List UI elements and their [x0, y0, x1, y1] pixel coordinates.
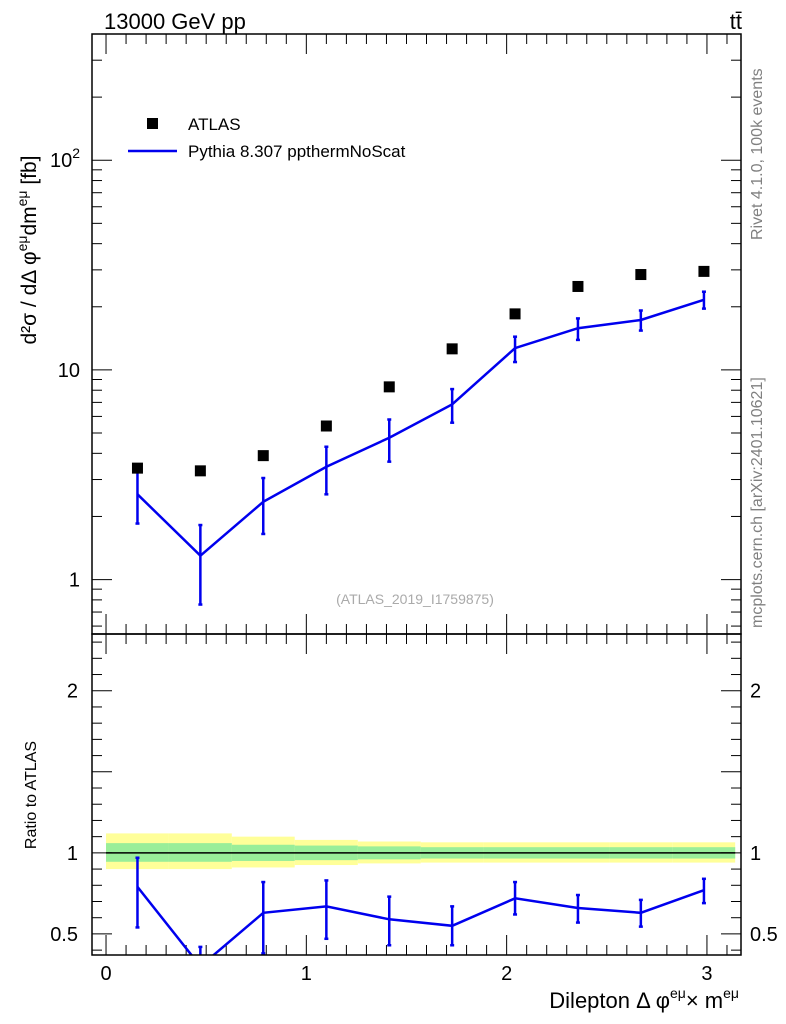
- x-tick-label: 3: [701, 963, 712, 985]
- ylabel-mid: dm: [18, 206, 41, 235]
- xlabel-main: Dilepton Δ φ: [549, 988, 670, 1013]
- analysis-watermark: (ATLAS_2019_I1759875): [336, 591, 494, 607]
- mc-error-bars: [135, 290, 706, 606]
- ratio-y-tick-labels: 0.5 0.5 1 1 2 2: [50, 681, 778, 946]
- rivet-label: Rivet 4.1.0, 100k events: [749, 68, 766, 240]
- legend: ATLAS Pythia 8.307 ppthermNoScat: [128, 115, 406, 161]
- ratio-x-ticks: [105, 634, 728, 955]
- main-y-tick-label: 10: [58, 360, 80, 382]
- header-left: 13000 GeV pp: [104, 9, 246, 34]
- atlas-data-point: [257, 450, 269, 462]
- legend-label-atlas: ATLAS: [188, 115, 241, 134]
- main-y-tick-label-base: 10: [58, 360, 80, 382]
- ylabel-sup2: eμ: [14, 190, 30, 206]
- legend-marker-atlas: [147, 118, 158, 129]
- main-y-tick-label: 102: [50, 145, 80, 172]
- ratio-y-tick-label-right: 1: [750, 843, 761, 865]
- atlas-data-point: [572, 280, 584, 292]
- atlas-data-point: [635, 269, 647, 281]
- xlabel-sup: eμ: [670, 985, 686, 1001]
- ratio-series-line: [136, 886, 705, 955]
- ratio-y-axis-label: Ratio to ATLAS: [23, 741, 40, 849]
- x-axis-label: Dilepton Δ φeμ× meμ: [549, 985, 739, 1013]
- main-y-tick-label-base: 1: [69, 570, 80, 592]
- mcplots-label: mcplots.cern.ch [arXiv:2401.10621]: [749, 377, 766, 628]
- ratio-panel: 0.5 0.5 1 1 2 2 0 1 2 3 Ratio to ATLAS Dilepton …: [23, 633, 778, 1013]
- header-right: tt̄: [730, 9, 742, 34]
- atlas-data-point: [320, 420, 332, 432]
- atlas-data-points: [131, 265, 710, 477]
- atlas-data-point: [698, 265, 710, 277]
- legend-label-mc: Pythia 8.307 ppthermNoScat: [188, 142, 406, 161]
- ratio-y-tick-label-left: 1: [67, 843, 78, 865]
- ylabel-unit: [fb]: [18, 155, 41, 190]
- atlas-data-point: [131, 462, 143, 474]
- atlas-data-point: [446, 343, 458, 355]
- ratio-y-ticks: [92, 641, 741, 951]
- xlabel-mid: × m: [686, 988, 723, 1013]
- xlabel-sup2: eμ: [723, 985, 739, 1001]
- main-y-tick-label: 1: [69, 570, 80, 592]
- atlas-data-point: [383, 381, 395, 393]
- main-x-ticks: [105, 34, 728, 634]
- mc-series-line: [136, 298, 705, 558]
- ratio-y-tick-label-left: 2: [67, 681, 78, 703]
- atlas-data-point: [509, 308, 521, 320]
- x-tick-label: 1: [301, 963, 312, 985]
- ylabel-main: d²σ / dΔ φ: [18, 251, 41, 344]
- main-y-axis-label: d²σ / dΔ φeμdmeμ [fb]: [14, 155, 41, 344]
- ratio-x-tick-labels: 0 1 2 3: [100, 963, 712, 985]
- ratio-frame: [91, 633, 742, 956]
- main-y-ticks: [92, 33, 741, 627]
- ratio-error-bars: [135, 856, 706, 955]
- ylabel-sup: eμ: [14, 236, 30, 252]
- x-tick-label: 0: [100, 963, 111, 985]
- ratio-y-tick-label-left: 0.5: [50, 924, 78, 946]
- x-tick-label: 2: [501, 963, 512, 985]
- atlas-data-point: [194, 465, 206, 477]
- main-y-tick-label-base: 10: [50, 150, 72, 172]
- ratio-y-tick-label-right: 0.5: [750, 924, 778, 946]
- ratio-y-tick-label-right: 2: [750, 681, 761, 703]
- main-y-tick-label-exp: 2: [72, 145, 80, 161]
